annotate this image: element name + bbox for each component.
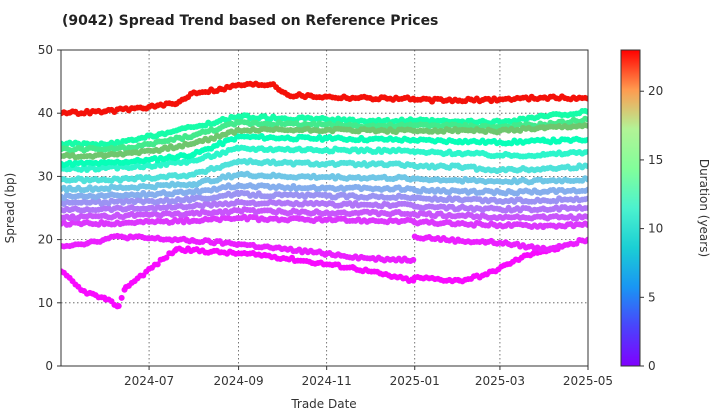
data-point [585,116,588,123]
chart-title: (9042) Spread Trend based on Reference P… [62,13,438,29]
data-points [61,80,588,310]
colorbar-label: Duration (years) [697,159,711,257]
data-point [585,122,588,129]
x-axis-ticks: 2024-07 2024-09 2024-11 2025-01 2025-03 2025-… [124,366,613,388]
plot-frame [60,49,589,367]
x-tick-label: 2025-03 [475,374,525,388]
data-point [585,186,588,193]
data-point [585,236,588,243]
data-point [585,205,588,211]
y-tick-label: 30 [38,169,53,183]
colorbar-tick-label: 0 [648,359,656,373]
x-tick-label: 2024-09 [214,374,264,388]
x-tick-label: 2025-01 [390,374,440,388]
x-tick-label: 2024-07 [124,374,174,388]
y-tick-label: 40 [38,106,53,120]
x-axis-label: Trade Date [290,397,356,411]
data-point [118,294,125,301]
data-point [585,163,588,170]
colorbar [620,49,641,367]
y-tick-label: 20 [38,233,53,247]
colorbar-tick-label: 5 [648,290,656,304]
y-axis-label: Spread (bp) [3,173,17,244]
data-point [163,254,170,261]
data-point [410,256,417,263]
data-point [585,148,588,155]
y-tick-label: 10 [38,296,53,310]
y-axis-ticks: 0 10 20 30 40 50 [38,43,61,373]
data-point [115,302,122,309]
data-point [585,195,588,202]
data-point [585,222,588,229]
data-point [585,95,588,102]
colorbar-tick-label: 20 [648,84,663,98]
data-point [585,213,588,220]
data-point [585,108,588,115]
data-point [154,261,161,268]
y-tick-label: 0 [45,359,53,373]
data-point [585,136,588,143]
colorbar-tick-label: 10 [648,222,663,236]
colorbar-ticks: 0 5 10 15 20 [640,84,663,373]
x-tick-label: 2025-05 [563,374,613,388]
data-point [585,176,588,183]
y-tick-label: 50 [38,43,53,57]
colorbar-tick-label: 15 [648,153,663,167]
x-tick-label: 2024-11 [302,374,352,388]
